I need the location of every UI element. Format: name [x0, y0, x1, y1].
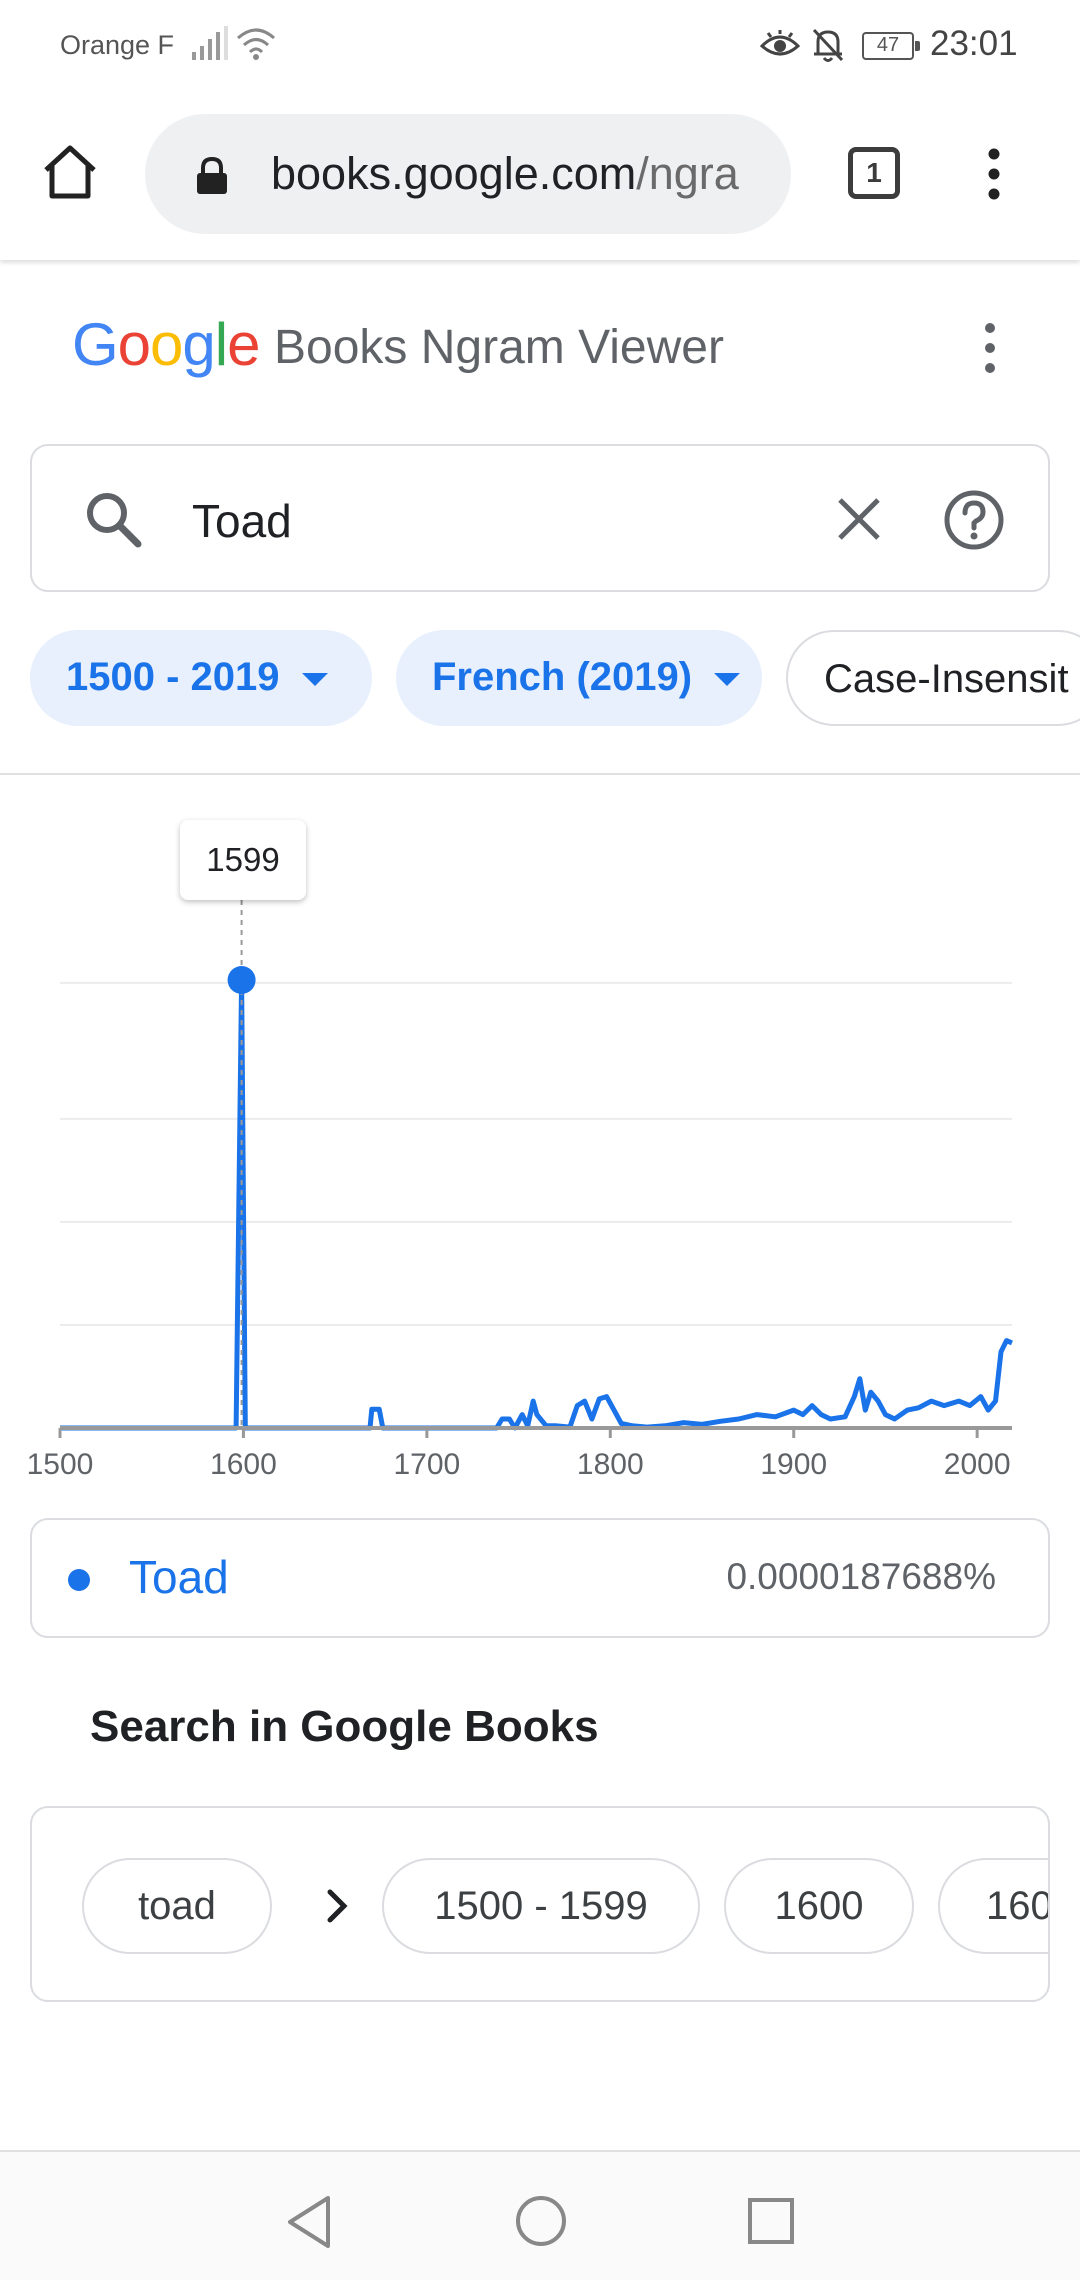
- range-pill[interactable]: 1500 - 1599: [382, 1858, 700, 1954]
- legend-value: 0.0000187688%: [726, 1556, 996, 1597]
- home-icon[interactable]: [40, 142, 100, 207]
- carrier-label: Orange F: [60, 30, 175, 60]
- chevron-down-icon: [714, 672, 741, 686]
- books-heading: Search in Google Books: [90, 1702, 599, 1751]
- help-icon[interactable]: [942, 488, 1006, 557]
- x-tick-label: 1600: [210, 1448, 277, 1481]
- case-insensitive-chip[interactable]: Case-Insensit: [786, 630, 1080, 726]
- back-icon[interactable]: [284, 2194, 334, 2255]
- range-pill[interactable]: 160: [938, 1858, 1048, 1954]
- status-bar: Orange F 47 23:01: [0, 0, 1080, 92]
- divider: [0, 773, 1080, 775]
- x-tick-label: 1500: [27, 1448, 94, 1481]
- clear-icon[interactable]: [832, 492, 886, 551]
- corpus-chip[interactable]: French (2019): [396, 630, 762, 726]
- year-range-chip[interactable]: 1500 - 2019: [30, 630, 372, 726]
- address-bar[interactable]: books.google.com/ngra: [145, 114, 791, 234]
- chart-tooltip: 1599: [180, 820, 306, 900]
- search-icon[interactable]: [82, 488, 146, 557]
- chart-svg[interactable]: 1500 1600 1700 1800 1900 2000: [0, 790, 1080, 1490]
- wifi-icon: [236, 26, 276, 67]
- term-pill[interactable]: toad: [82, 1858, 272, 1954]
- page-title: Books Ngram Viewer: [274, 321, 724, 374]
- signal-icon: [190, 26, 230, 67]
- system-nav-bar: [0, 2150, 1080, 2280]
- x-tick-label: 1700: [393, 1448, 460, 1481]
- search-box: [30, 444, 1050, 592]
- clock: 23:01: [930, 24, 1018, 63]
- home-nav-icon[interactable]: [514, 2194, 568, 2253]
- legend-row[interactable]: Toad 0.0000187688%: [30, 1518, 1050, 1638]
- ngram-chart[interactable]: 1500 1600 1700 1800 1900 2000 1599: [0, 790, 1080, 1490]
- x-tick-label: 1800: [577, 1448, 644, 1481]
- tab-switcher-button[interactable]: 1: [848, 147, 900, 199]
- notifications-off-icon: [810, 26, 846, 69]
- eye-comfort-icon: [759, 28, 801, 65]
- lock-icon: [195, 156, 229, 201]
- books-search-box: toad 1500 - 1599 1600 160: [30, 1806, 1050, 2002]
- chevron-right-icon: [322, 1886, 352, 1931]
- range-pill[interactable]: 1600: [724, 1858, 914, 1954]
- page-menu-icon[interactable]: [980, 322, 1000, 379]
- browser-menu-icon[interactable]: [984, 148, 1004, 205]
- series-line-toad[interactable]: [60, 977, 1013, 1431]
- corpus-label: French (2019): [432, 655, 693, 699]
- case-label: Case-Insensit: [824, 657, 1069, 701]
- url-text[interactable]: books.google.com/ngra: [271, 148, 739, 199]
- x-tick-label: 1900: [760, 1448, 827, 1481]
- search-input[interactable]: [192, 494, 792, 548]
- legend-series-name[interactable]: Toad: [129, 1551, 229, 1603]
- chevron-down-icon: [301, 672, 328, 686]
- series-dot: [68, 1569, 90, 1591]
- battery-icon: 47: [862, 32, 920, 60]
- google-logo: Google: [72, 311, 261, 378]
- data-point[interactable]: [227, 966, 256, 994]
- year-range-label: 1500 - 2019: [66, 655, 280, 699]
- x-tick-label: 2000: [944, 1448, 1011, 1481]
- browser-toolbar: books.google.com/ngra 1: [0, 92, 1080, 260]
- recents-icon[interactable]: [746, 2196, 796, 2251]
